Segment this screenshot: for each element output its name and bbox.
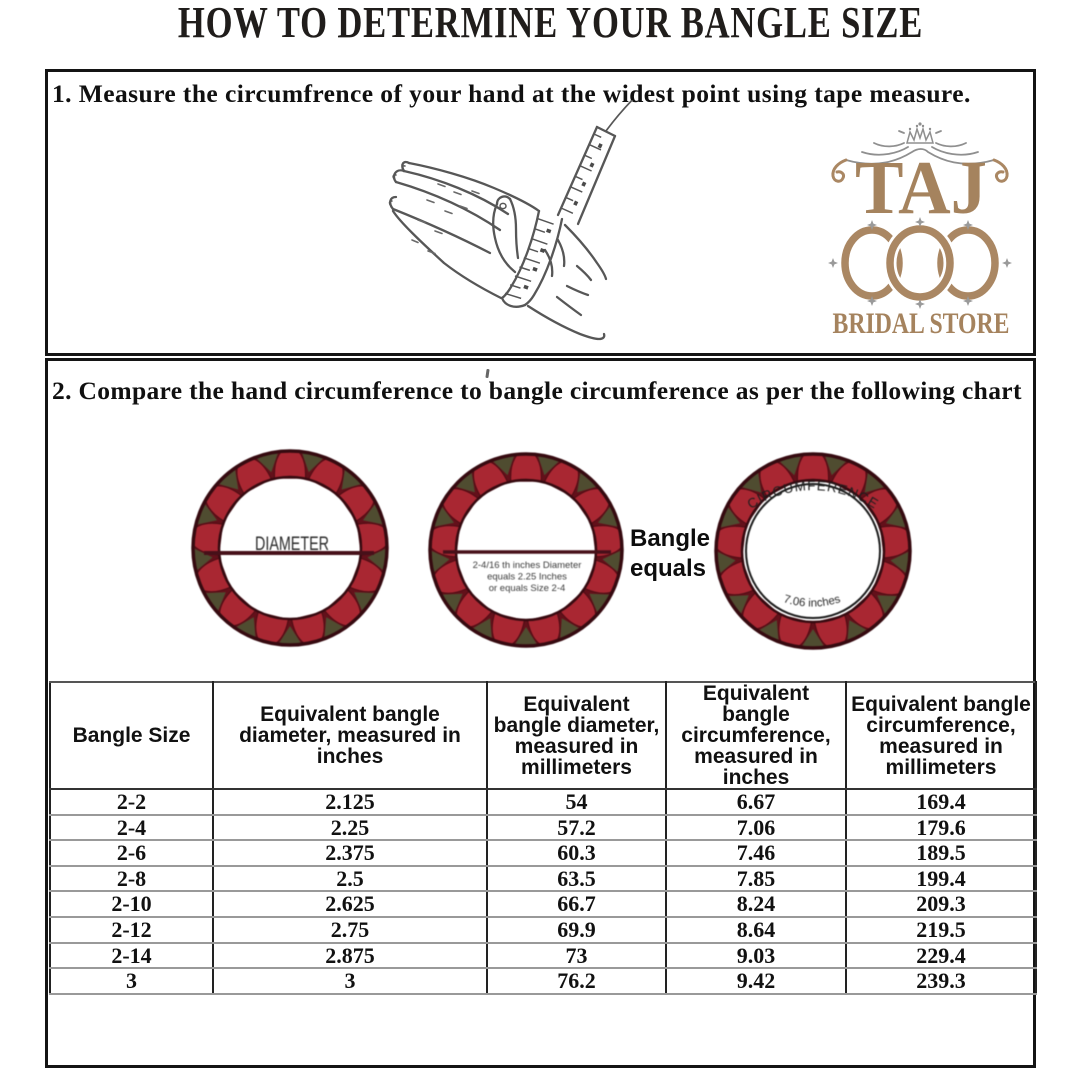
svg-text:DIAMETER: DIAMETER xyxy=(255,533,329,555)
svg-text:TAJ: TAJ xyxy=(855,146,987,230)
svg-text:BRIDAL STORE: BRIDAL STORE xyxy=(833,307,1010,340)
svg-text:or equals Size 2-4: or equals Size 2-4 xyxy=(489,583,566,594)
svg-text:7.06 inches: 7.06 inches xyxy=(782,593,842,609)
svg-text:2-4/16 th inches Diameter: 2-4/16 th inches Diameter xyxy=(473,560,582,571)
svg-text:equals 2.25 Inches: equals 2.25 Inches xyxy=(487,572,567,583)
